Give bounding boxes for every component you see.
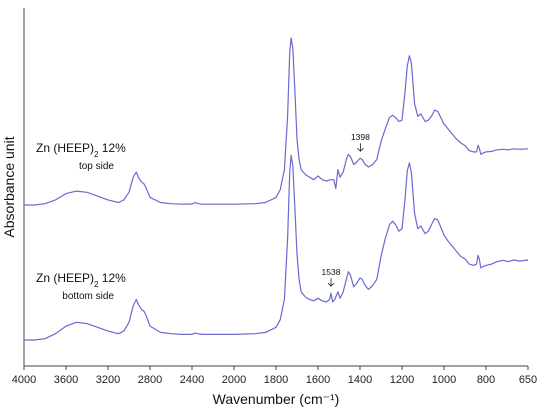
spectrum-line-bottom-side <box>24 154 529 341</box>
x-tick-label: 3600 <box>54 374 78 386</box>
x-tick-label: 650 <box>519 374 537 386</box>
series-label: Zn (HEEP)2 12% <box>36 271 126 289</box>
series-sublabel: bottom side <box>62 291 114 302</box>
series-label: Zn (HEEP)2 12% <box>36 141 126 159</box>
x-tick-label: 1000 <box>432 374 456 386</box>
spectrum-line-top-side <box>24 37 529 206</box>
spectrum-lines <box>24 37 529 341</box>
x-tick-label: 2800 <box>138 374 162 386</box>
x-tick-label: 1400 <box>348 374 372 386</box>
x-tick-label: 2000 <box>222 374 246 386</box>
annotation-arrowhead <box>357 147 364 152</box>
annotation-arrowhead <box>327 282 335 287</box>
x-tick-label: 3200 <box>96 374 120 386</box>
x-tick-label: 1600 <box>306 374 330 386</box>
y-axis-title: Absorbance unit <box>1 136 17 237</box>
x-axis-title: Wavenumber (cm⁻¹) <box>213 391 340 407</box>
x-tick-label: 2400 <box>180 374 204 386</box>
x-tick-label: 1200 <box>390 374 414 386</box>
series-labels: Zn (HEEP)2 12% top side Zn (HEEP)2 12% bott… <box>36 141 126 302</box>
x-tick-label: 1800 <box>264 374 288 386</box>
peak-annotation-label: 1538 <box>322 267 341 277</box>
axes: 4000 3600 3200 2800 2400 2000 1800 1600 1400 1200… <box>12 8 537 386</box>
peak-annotations: 1398 1538 <box>322 132 370 287</box>
series-sublabel: top side <box>79 161 114 172</box>
peak-annotation-label: 1398 <box>351 132 370 142</box>
x-tick-label: 800 <box>477 374 495 386</box>
x-tick-label: 4000 <box>12 374 36 386</box>
